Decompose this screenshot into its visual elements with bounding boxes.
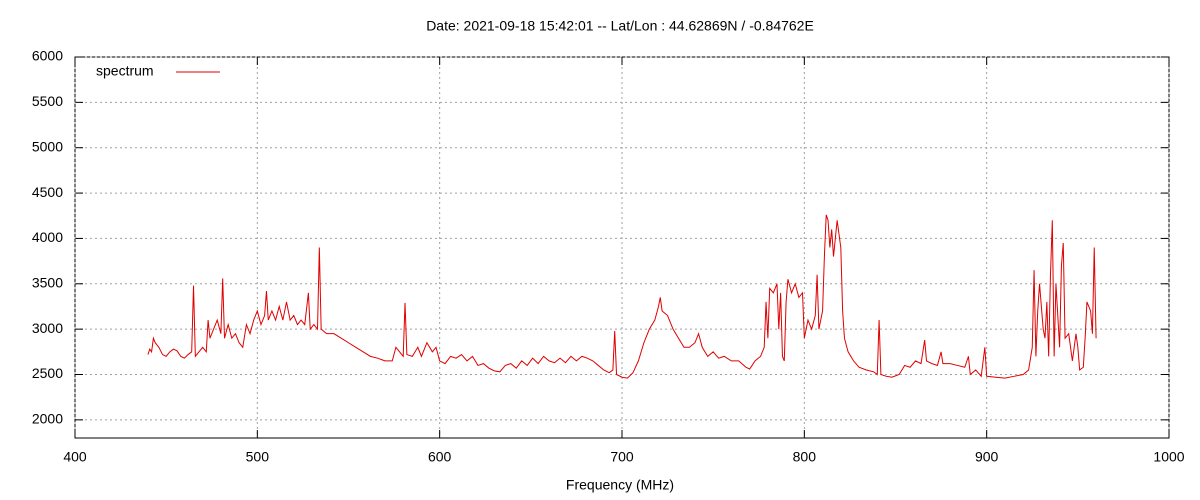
x-tick-label: 800	[793, 449, 817, 465]
x-tick-label: 500	[246, 449, 270, 465]
y-tick-label: 5500	[32, 93, 63, 109]
x-axis-label: Frequency (MHz)	[566, 477, 674, 493]
x-tick-label: 400	[63, 449, 87, 465]
y-tick-label: 4000	[32, 229, 63, 245]
y-tick-label: 5000	[32, 138, 63, 154]
x-tick-label: 900	[975, 449, 999, 465]
y-tick-label: 6000	[32, 48, 63, 64]
x-tick-label: 600	[428, 449, 452, 465]
y-tick-label: 3000	[32, 320, 63, 336]
chart-title: Date: 2021-09-18 15:42:01 -- Lat/Lon : 4…	[426, 18, 814, 34]
x-tick-label: 700	[610, 449, 634, 465]
x-tick-label: 1000	[1153, 449, 1184, 465]
y-tick-label: 2500	[32, 365, 63, 381]
y-tick-label: 3500	[32, 274, 63, 290]
y-tick-label: 2000	[32, 411, 63, 427]
spectrum-line	[147, 214, 1097, 379]
y-tick-label: 4500	[32, 184, 63, 200]
legend-label: spectrum	[96, 63, 154, 79]
